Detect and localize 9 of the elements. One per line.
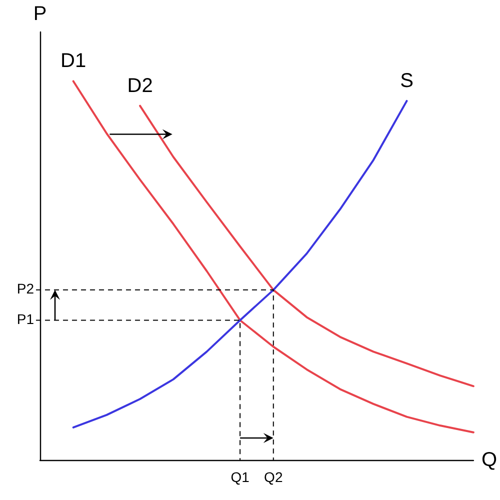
x-tick-label: Q2 bbox=[264, 469, 283, 485]
x-axis-title: Q bbox=[481, 449, 498, 471]
series-label: S bbox=[400, 70, 414, 92]
series-label: D1 bbox=[60, 50, 86, 72]
y-axis-title: P bbox=[33, 3, 47, 25]
ref-line-label: P1 bbox=[16, 310, 34, 327]
x-tick-label: Q1 bbox=[230, 469, 250, 485]
series-label: D2 bbox=[127, 74, 153, 97]
ref-line-label: P2 bbox=[16, 280, 34, 297]
